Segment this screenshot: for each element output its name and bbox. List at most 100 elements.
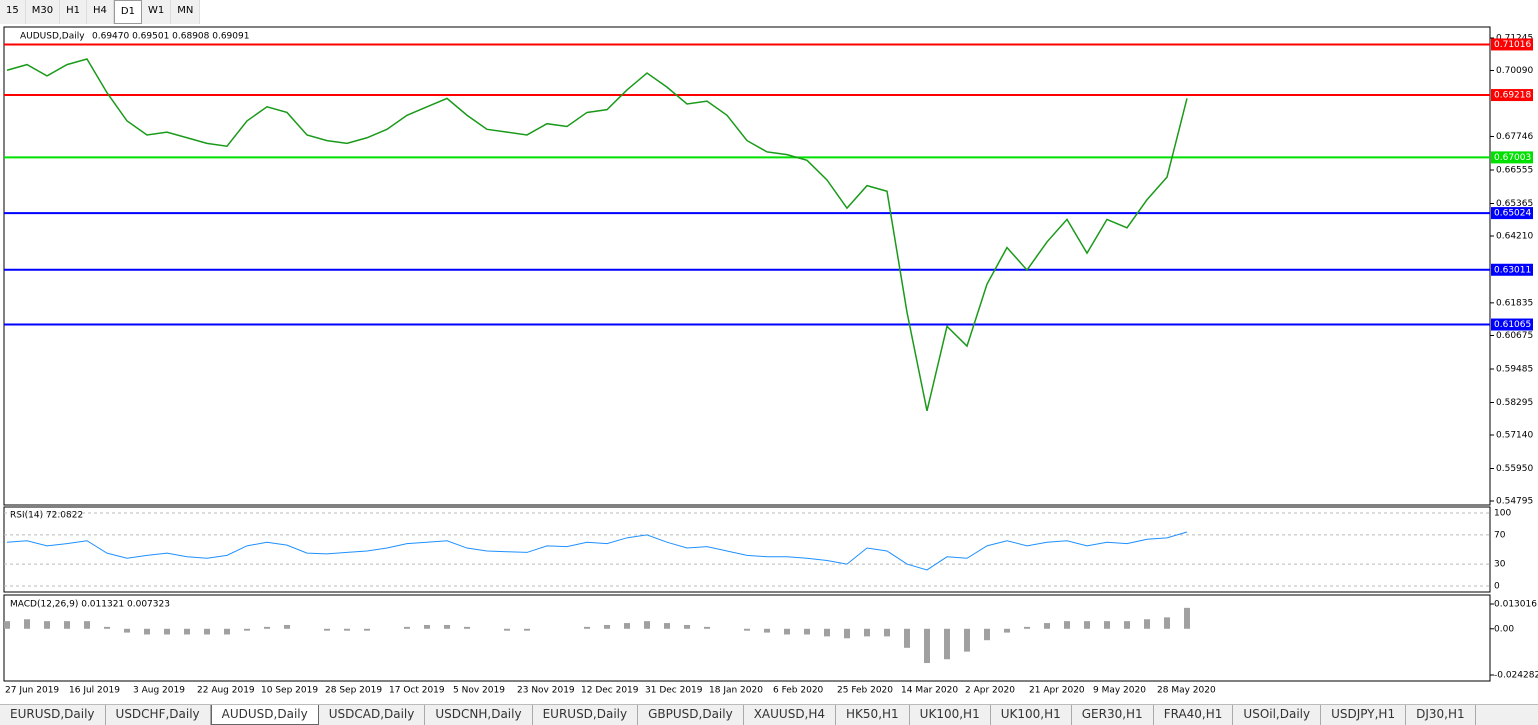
macd-bar <box>504 628 510 631</box>
timeframe-button[interactable]: D1 <box>113 0 142 24</box>
chart-tab[interactable]: HK50,H1 <box>836 705 910 725</box>
main-pane <box>3 26 1491 506</box>
macd-bar <box>704 626 710 629</box>
chart-tab[interactable]: AUDUSD,Daily <box>210 705 319 725</box>
level-label: 0.67003 <box>1494 153 1531 163</box>
timeframe-button[interactable]: W1 <box>142 0 172 24</box>
rsi-title: RSI(14) 72.0822 <box>10 511 83 521</box>
x-tick-label: 6 Feb 2020 <box>773 686 824 696</box>
macd-bar <box>264 626 270 629</box>
timeframe-button[interactable]: MN <box>171 0 201 24</box>
macd-bar <box>984 628 990 641</box>
y-tick-label: 0.65365 <box>1496 199 1533 209</box>
chart-tab[interactable]: UK100,H1 <box>910 705 991 725</box>
level-label: 0.71016 <box>1494 40 1531 50</box>
x-tick-label: 23 Nov 2019 <box>517 686 575 696</box>
chart-tab[interactable]: EURUSD,Daily <box>533 705 639 725</box>
macd-bar <box>764 628 770 633</box>
x-tick-label: 28 Sep 2019 <box>325 686 382 696</box>
chart-tab[interactable]: EURUSD,Daily <box>0 705 106 725</box>
y-tick-label: 0.64210 <box>1496 232 1533 242</box>
macd-bar <box>1064 621 1070 629</box>
y-tick-label: 0.55950 <box>1496 464 1533 474</box>
chart-tab[interactable]: GBPUSD,Daily <box>638 705 744 725</box>
macd-bar <box>524 628 530 631</box>
level-tag <box>1491 263 1533 276</box>
chart-tab[interactable]: FRA40,H1 <box>1154 705 1234 725</box>
x-tick-label: 12 Dec 2019 <box>581 686 639 696</box>
macd-bar <box>64 621 70 629</box>
macd-bar <box>84 621 90 629</box>
macd-bar <box>1104 621 1110 629</box>
level-tag <box>1491 151 1533 164</box>
macd-bar <box>284 624 290 629</box>
macd-bar <box>1044 623 1050 629</box>
macd-bar <box>944 628 950 660</box>
y-tick-label: 0.66555 <box>1496 166 1533 176</box>
chart-tab[interactable]: UK100,H1 <box>991 705 1072 725</box>
rsi-line <box>6 531 1188 571</box>
macd-bar <box>824 628 830 637</box>
chart-tab[interactable]: XAUUSD,H4 <box>744 705 837 725</box>
y-tick-label: 0.61835 <box>1496 298 1533 308</box>
y-tick-label: 30 <box>1494 560 1506 570</box>
level-label: 0.61065 <box>1494 320 1531 330</box>
x-tick-label: 9 May 2020 <box>1093 686 1146 696</box>
macd-bar <box>604 624 610 629</box>
chart-tab[interactable]: USDJPY,H1 <box>1321 705 1407 725</box>
macd-bar <box>584 626 590 629</box>
macd-bar <box>24 619 30 629</box>
macd-bar <box>224 628 230 635</box>
x-tick-label: 22 Aug 2019 <box>197 686 255 696</box>
x-tick-label: 14 Mar 2020 <box>901 686 958 696</box>
timeframe-button[interactable]: H1 <box>60 0 87 24</box>
ohlc: 0.69470 0.69501 0.68908 0.69091 <box>92 32 249 42</box>
macd-bar <box>124 628 130 633</box>
x-tick-label: 5 Nov 2019 <box>453 686 505 696</box>
y-tick-label: 0.58295 <box>1496 398 1533 408</box>
x-tick-label: 18 Jan 2020 <box>709 686 763 696</box>
x-tick-label: 31 Dec 2019 <box>645 686 703 696</box>
timeframe-button[interactable]: 15 <box>0 0 26 24</box>
macd-bar <box>844 628 850 639</box>
timeframe-button[interactable]: M30 <box>26 0 61 24</box>
x-tick-label: 21 Apr 2020 <box>1029 686 1085 696</box>
chart-tab[interactable]: DJ30,H1 <box>1406 705 1476 725</box>
macd-bar <box>404 626 410 629</box>
macd-bar <box>1084 621 1090 629</box>
timeframe-button[interactable]: H4 <box>87 0 114 24</box>
y-tick-label: 70 <box>1494 530 1506 540</box>
macd-pane <box>3 594 1491 682</box>
macd-bar <box>924 628 930 664</box>
macd-bar <box>1184 607 1190 629</box>
chart-tab[interactable]: USDCHF,Daily <box>106 705 211 725</box>
macd-bar <box>424 624 430 629</box>
x-tick-label: 10 Sep 2019 <box>261 686 318 696</box>
x-tick-label: 27 Jun 2019 <box>5 686 59 696</box>
macd-bar <box>324 628 330 631</box>
chart-tab[interactable]: USDCAD,Daily <box>319 705 426 725</box>
chart-tab[interactable]: GER30,H1 <box>1072 705 1154 725</box>
macd-bar <box>104 626 110 629</box>
macd-bar <box>344 628 350 631</box>
macd-bar <box>624 623 630 629</box>
y-tick-label: -0.024282 <box>1494 671 1538 681</box>
macd-bar <box>864 628 870 637</box>
x-tick-label: 16 Jul 2019 <box>69 686 120 696</box>
macd-bar <box>664 623 670 629</box>
macd-bar <box>1144 619 1150 629</box>
tab-bar: EURUSD,Daily USDCHF,Daily AUDUSD,Daily USDC… <box>0 704 1538 725</box>
macd-bar <box>4 621 10 629</box>
chart-tab[interactable]: USDCNH,Daily <box>425 705 533 725</box>
macd-bar <box>684 624 690 629</box>
y-tick-label: 0.60675 <box>1496 331 1533 341</box>
macd-bar <box>904 628 910 648</box>
macd-title: MACD(12,26,9) 0.011321 0.007323 <box>10 600 170 610</box>
level-label: 0.63011 <box>1494 265 1531 275</box>
macd-bar <box>144 628 150 635</box>
y-tick-label: 0.70090 <box>1496 66 1533 76</box>
rsi-pane <box>3 506 1491 593</box>
chart-tab[interactable]: USOil,Daily <box>1233 705 1322 725</box>
y-tick-label: 0 <box>1494 582 1500 592</box>
